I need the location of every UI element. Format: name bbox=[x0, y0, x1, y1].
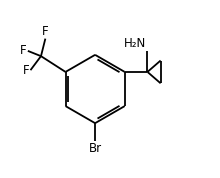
Text: F: F bbox=[20, 44, 27, 57]
Text: F: F bbox=[23, 64, 30, 77]
Text: Br: Br bbox=[88, 142, 102, 155]
Text: H₂N: H₂N bbox=[123, 37, 146, 50]
Text: F: F bbox=[42, 25, 49, 38]
